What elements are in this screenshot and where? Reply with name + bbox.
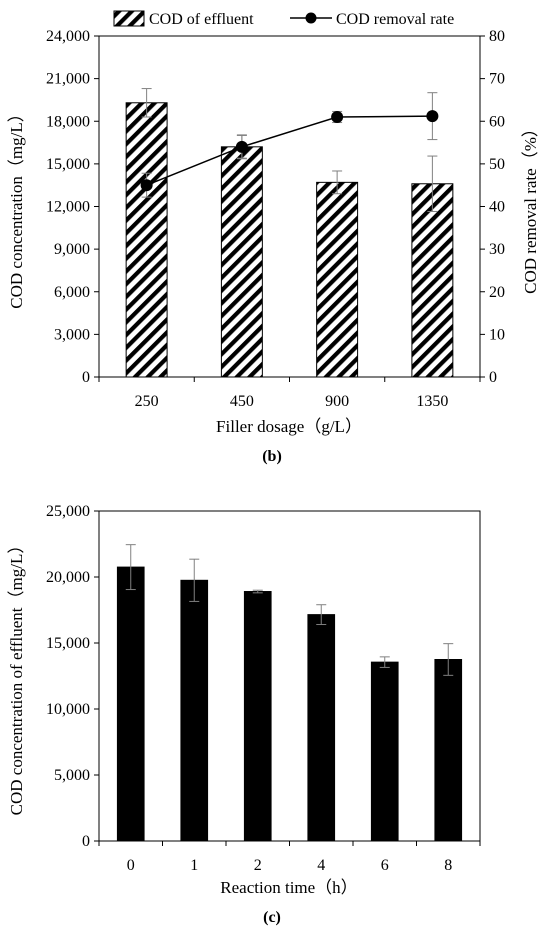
y-tick-label: 12,000 [46,199,90,216]
point-450 [235,140,248,153]
y2-tick-label: 80 [489,28,505,45]
x-tick-label: 900 [325,393,349,410]
y-tick-label: 21,000 [46,71,90,88]
x-tick-label: 1 [190,857,198,874]
y-tick-label: 24,000 [46,28,90,45]
chart-b: COD of effluent COD removal rate 0 3,000 6… [7,10,540,465]
y2-tick-label: 20 [489,284,505,301]
chart-b-y2-axis-title: COD removal rate（%） [521,120,540,294]
y-tick-label: 5,000 [54,767,90,784]
bar-250 [125,102,168,378]
removal-rate-line [146,115,433,186]
chart-b-x-axis-title: Filler dosage（g/L） [216,417,362,436]
chart-b-y-axis: 0 3,000 6,000 9,000 12,000 15,000 18,000 21,000… [46,28,99,386]
chart-c-y-axis: 0 5,000 10,000 15,000 20,000 25,000 [46,503,99,850]
y-tick-label: 9,000 [54,241,90,258]
chart-c-x-axis-title: Reaction time（h） [220,878,357,897]
chart-c-panel-label: (c) [263,909,281,926]
y-tick-label: 20,000 [46,569,90,586]
legend-swatch-removal-rate-marker [305,12,317,24]
bar-6 [370,661,399,842]
point-1350 [426,110,439,123]
chart-b-y2-axis: 0 10 20 30 40 50 60 70 80 [480,28,505,386]
chart-b-bars [125,88,454,378]
bar-2 [243,591,272,842]
point-250 [140,179,153,192]
y-tick-label: 10,000 [46,701,90,718]
y2-tick-label: 70 [489,71,505,88]
chart-b-legend: COD of effluent COD removal rate [113,10,454,28]
chart-b-y-axis-title: COD concentration（mg/L） [7,105,26,309]
x-tick-label: 0 [127,857,135,874]
chart-c-y-axis-title: COD concentration of effluent（mg/L） [7,537,26,816]
y2-tick-label: 10 [489,326,505,343]
legend-label-removal-rate: COD removal rate [336,11,454,28]
bar-8 [434,659,463,842]
y2-tick-label: 50 [489,156,505,173]
y2-tick-label: 0 [489,369,497,386]
y2-tick-label: 30 [489,241,505,258]
point-900 [331,110,344,123]
y-tick-label: 15,000 [46,635,90,652]
y-tick-label: 6,000 [54,284,90,301]
y2-tick-label: 40 [489,199,505,216]
y2-tick-label: 60 [489,113,505,130]
y-tick-label: 3,000 [54,326,90,343]
x-tick-label: 450 [230,393,254,410]
chart-c-x-axis: 0 1 2 4 6 8 [98,841,481,874]
bar-4 [307,614,336,842]
bar-900 [316,181,359,378]
x-tick-label: 2 [254,857,262,874]
chart-b-panel-label: (b) [262,448,282,465]
chart-b-x-axis: 250 450 900 1350 [98,377,481,410]
y-tick-label: 15,000 [46,156,90,173]
x-tick-label: 4 [317,857,325,874]
chart-c: 0 5,000 10,000 15,000 20,000 25,000 0 1 2 4 6 8 Re… [7,503,481,926]
legend-swatch-cod-effluent [113,10,145,27]
y-tick-label: 0 [82,369,90,386]
y-tick-label: 25,000 [46,503,90,520]
chart-c-plot-frame [98,510,481,842]
legend-label-cod-effluent: COD of effluent [149,11,254,28]
bar-1 [180,579,209,842]
x-tick-label: 1350 [416,393,448,410]
x-tick-label: 8 [444,857,452,874]
bar-0 [116,566,145,842]
x-tick-label: 250 [135,393,159,410]
bar-1350 [411,183,454,378]
chart-c-bars [116,544,463,842]
chart-b-line [140,92,439,198]
y-tick-label: 18,000 [46,113,90,130]
bar-450 [220,146,263,378]
y-tick-label: 0 [82,833,90,850]
x-tick-label: 6 [381,857,389,874]
